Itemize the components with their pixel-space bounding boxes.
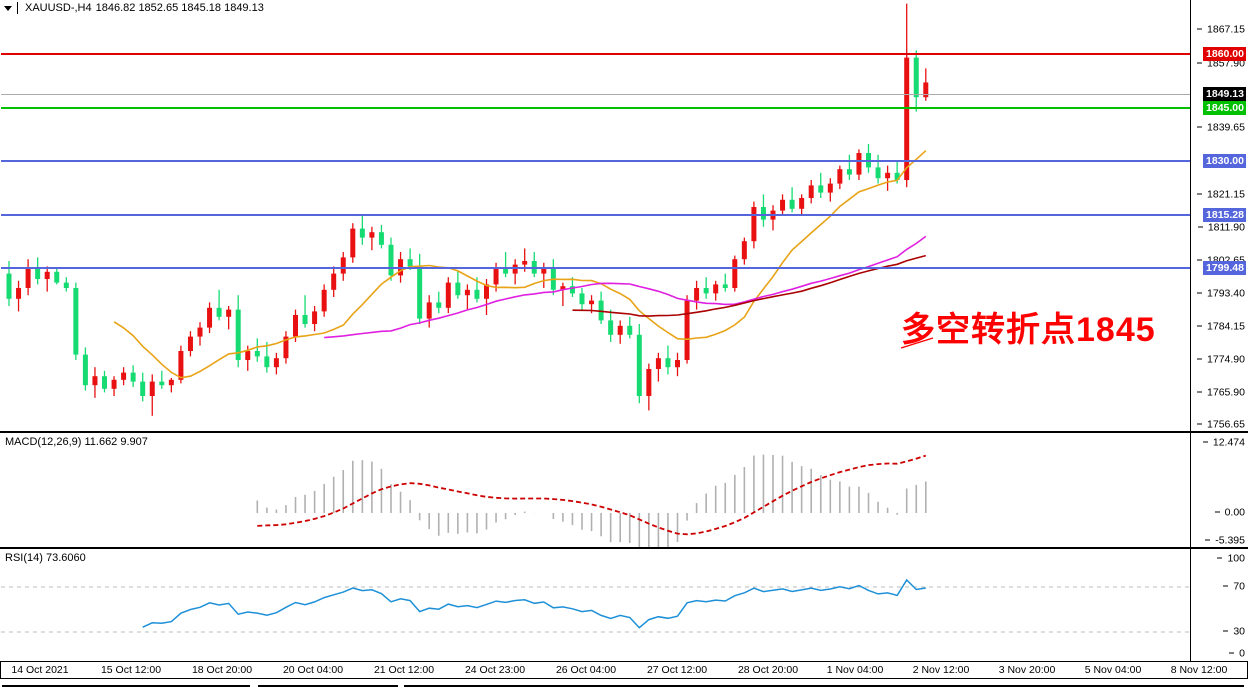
- tick-mark: [1197, 226, 1203, 228]
- price-level-line[interactable]: [1, 267, 1190, 269]
- tick-mark: [1214, 511, 1220, 513]
- price-level-tag[interactable]: 1830.00: [1203, 154, 1246, 168]
- tick-mark: [1223, 630, 1229, 632]
- tick-mark: [1229, 652, 1235, 654]
- tick-mark: [1197, 325, 1203, 327]
- price-level-tag[interactable]: 1845.00: [1203, 101, 1246, 115]
- header-divider: [17, 2, 18, 14]
- time-axis-label: 2 Nov 12:00: [912, 664, 970, 676]
- tick-mark: [1197, 62, 1203, 64]
- price-tick-label: 1867.15: [1197, 24, 1245, 36]
- rsi-tick-label: 0: [1229, 648, 1245, 660]
- price-plot-area[interactable]: 多空转折点1845: [1, 0, 1190, 431]
- price-level-tag[interactable]: 1815.28: [1203, 208, 1246, 222]
- tick-mark: [1197, 391, 1203, 393]
- tick-mark: [1217, 557, 1223, 559]
- macd-plot-area: [1, 433, 1190, 547]
- price-tick-label: 1784.15: [1197, 321, 1245, 333]
- chart-annotation-text: 多空转折点1845: [901, 311, 1156, 349]
- price-chart-panel[interactable]: 多空转折点1845 1867.15 1857.90 1839.65 1821.15 18…: [0, 0, 1248, 432]
- price-level-tag[interactable]: 1849.13: [1203, 87, 1246, 101]
- rsi-plot-area: [1, 549, 1190, 661]
- macd-tick-label: 12.474: [1202, 437, 1245, 449]
- price-tick-label: 1857.90: [1197, 58, 1245, 70]
- scroll-thumb[interactable]: [258, 682, 398, 687]
- rsi-tick-label: 70: [1223, 581, 1245, 593]
- time-axis-label: 20 Oct 04:00: [282, 664, 344, 676]
- horizontal-scrollbar[interactable]: [0, 678, 1248, 687]
- macd-series: [256, 454, 927, 547]
- rsi-panel[interactable]: RSI(14) 73.6060 100 70 30 0: [0, 548, 1248, 662]
- chevron-down-icon[interactable]: [4, 5, 12, 11]
- time-axis: 14 Oct 2021 15 Oct 12:00 18 Oct 20:00 20 Oc…: [0, 662, 1248, 678]
- rsi-series: [1, 578, 1190, 633]
- price-tick-label: 1802.65: [1197, 255, 1245, 267]
- time-axis-label: 27 Oct 12:00: [646, 664, 708, 676]
- time-axis-label: 26 Oct 04:00: [555, 664, 617, 676]
- price-tick-label: 1821.15: [1197, 189, 1245, 201]
- rsi-axis: 100 70 30 0: [1190, 549, 1247, 661]
- price-level-line[interactable]: [1, 53, 1190, 55]
- time-axis-label: 3 Nov 20:00: [998, 664, 1056, 676]
- price-axis[interactable]: 1867.15 1857.90 1839.65 1821.15 1811.90 1802.…: [1190, 0, 1247, 431]
- tick-mark: [1205, 539, 1211, 541]
- rsi-tick-label: 30: [1223, 626, 1245, 638]
- tick-mark: [1197, 259, 1203, 261]
- price-level-line[interactable]: [1, 214, 1190, 216]
- scroll-segment-left[interactable]: [2, 682, 250, 687]
- tick-mark: [1197, 423, 1203, 425]
- price-level-line[interactable]: [1, 107, 1190, 109]
- price-tick-label: 1839.65: [1197, 122, 1245, 134]
- symbol-label: XAUUSD-,H4: [25, 2, 92, 14]
- tick-mark: [1197, 292, 1203, 294]
- macd-axis: 12.474 0.00 -5.395: [1190, 433, 1247, 547]
- price-level-line[interactable]: [1, 160, 1190, 162]
- tick-mark: [1197, 126, 1203, 128]
- price-level-tag[interactable]: 1799.48: [1203, 261, 1246, 275]
- tick-mark: [1197, 193, 1203, 195]
- time-axis-label: 15 Oct 12:00: [100, 664, 162, 676]
- time-axis-label: 21 Oct 12:00: [373, 664, 435, 676]
- macd-title: MACD(12,26,9) 11.662 9.907: [5, 436, 148, 448]
- price-tick-label: 1774.90: [1197, 354, 1245, 366]
- macd-panel[interactable]: MACD(12,26,9) 11.662 9.907 12.474 0.00 -5.…: [0, 432, 1248, 548]
- macd-tick-label: 0.00: [1214, 507, 1245, 519]
- price-tick-label: 1793.40: [1197, 288, 1245, 300]
- ohlc-values: 1846.82 1852.65 1845.18 1849.13: [95, 2, 264, 14]
- symbol-header: XAUUSD-,H4 1846.82 1852.65 1845.18 1849.…: [2, 1, 264, 15]
- price-tick-label: 1756.65: [1197, 419, 1245, 431]
- price-tick-label: 1765.90: [1197, 387, 1245, 399]
- time-axis-label: 5 Nov 04:00: [1084, 664, 1142, 676]
- time-axis-label: 18 Oct 20:00: [191, 664, 253, 676]
- scroll-segment-right[interactable]: [404, 682, 1244, 687]
- price-level-tag[interactable]: 1860.00: [1203, 47, 1246, 61]
- tick-mark: [1197, 358, 1203, 360]
- price-tick-label: 1811.90: [1197, 222, 1245, 234]
- tick-mark: [1202, 441, 1208, 443]
- time-axis-label: 28 Oct 20:00: [737, 664, 799, 676]
- time-axis-label: 24 Oct 23:00: [464, 664, 526, 676]
- price-level-line[interactable]: [1, 94, 1190, 95]
- rsi-tick-label: 100: [1217, 553, 1245, 565]
- time-axis-label: 8 Nov 12:00: [1170, 664, 1228, 676]
- time-axis-label: 14 Oct 2021: [11, 664, 69, 676]
- macd-tick-label: -5.395: [1205, 535, 1245, 547]
- candlestick-series: [6, 3, 934, 416]
- time-axis-label: 1 Nov 04:00: [826, 664, 884, 676]
- tick-mark: [1197, 28, 1203, 30]
- rsi-title: RSI(14) 73.6060: [5, 552, 86, 564]
- tick-mark: [1223, 585, 1229, 587]
